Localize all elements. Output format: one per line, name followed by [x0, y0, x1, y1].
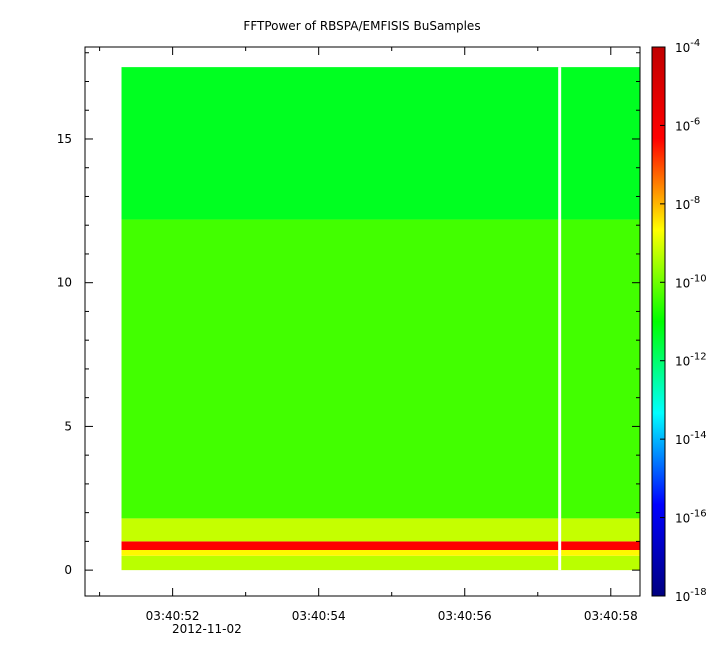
colorbar-gradient [651, 46, 666, 597]
colorbar-tick-label: 10-4 [675, 38, 700, 55]
x-date-label: 2012-11-02 [172, 622, 242, 636]
spectrogram-band [121, 518, 640, 542]
y-tick-label: 5 [64, 419, 72, 433]
chart-title: FFTPower of RBSPA/EMFISIS BuSamples [243, 19, 480, 33]
spectrogram-band [121, 67, 640, 220]
colorbar-tick-label: 10-6 [675, 116, 700, 133]
y-tick-label: 15 [57, 132, 72, 146]
colorbar-tick-label: 10-18 [675, 587, 707, 604]
x-tick-label: 03:40:56 [438, 609, 492, 623]
plot-area [121, 67, 640, 571]
spectrogram-band [121, 541, 640, 551]
x-tick-label: 03:40:54 [292, 609, 346, 623]
colorbar-tick-label: 10-10 [675, 273, 707, 290]
axes: 03:40:52 03:40:54 03:40:56 03:40:58 0 5 10 15 [57, 47, 640, 623]
colorbar-tick-label: 10-14 [675, 430, 707, 447]
spectrogram-band [121, 555, 640, 571]
colorbar: 10-4 10-6 10-8 10-10 10-12 10-14 10-16 10-18 [651, 38, 707, 604]
x-tick-label: 03:40:52 [146, 609, 200, 623]
x-tick-label: 03:40:58 [584, 609, 638, 623]
y-tick-label: 10 [57, 276, 72, 290]
colorbar-tick-label: 10-16 [675, 509, 707, 526]
spectrogram-band [121, 219, 640, 519]
y-tick-label: 0 [64, 563, 72, 577]
data-gap [558, 67, 562, 571]
colorbar-tick-label: 10-8 [675, 195, 700, 212]
colorbar-tick-label: 10-12 [675, 352, 707, 369]
plot-frame [84, 46, 641, 597]
spectrogram-band [121, 550, 640, 556]
